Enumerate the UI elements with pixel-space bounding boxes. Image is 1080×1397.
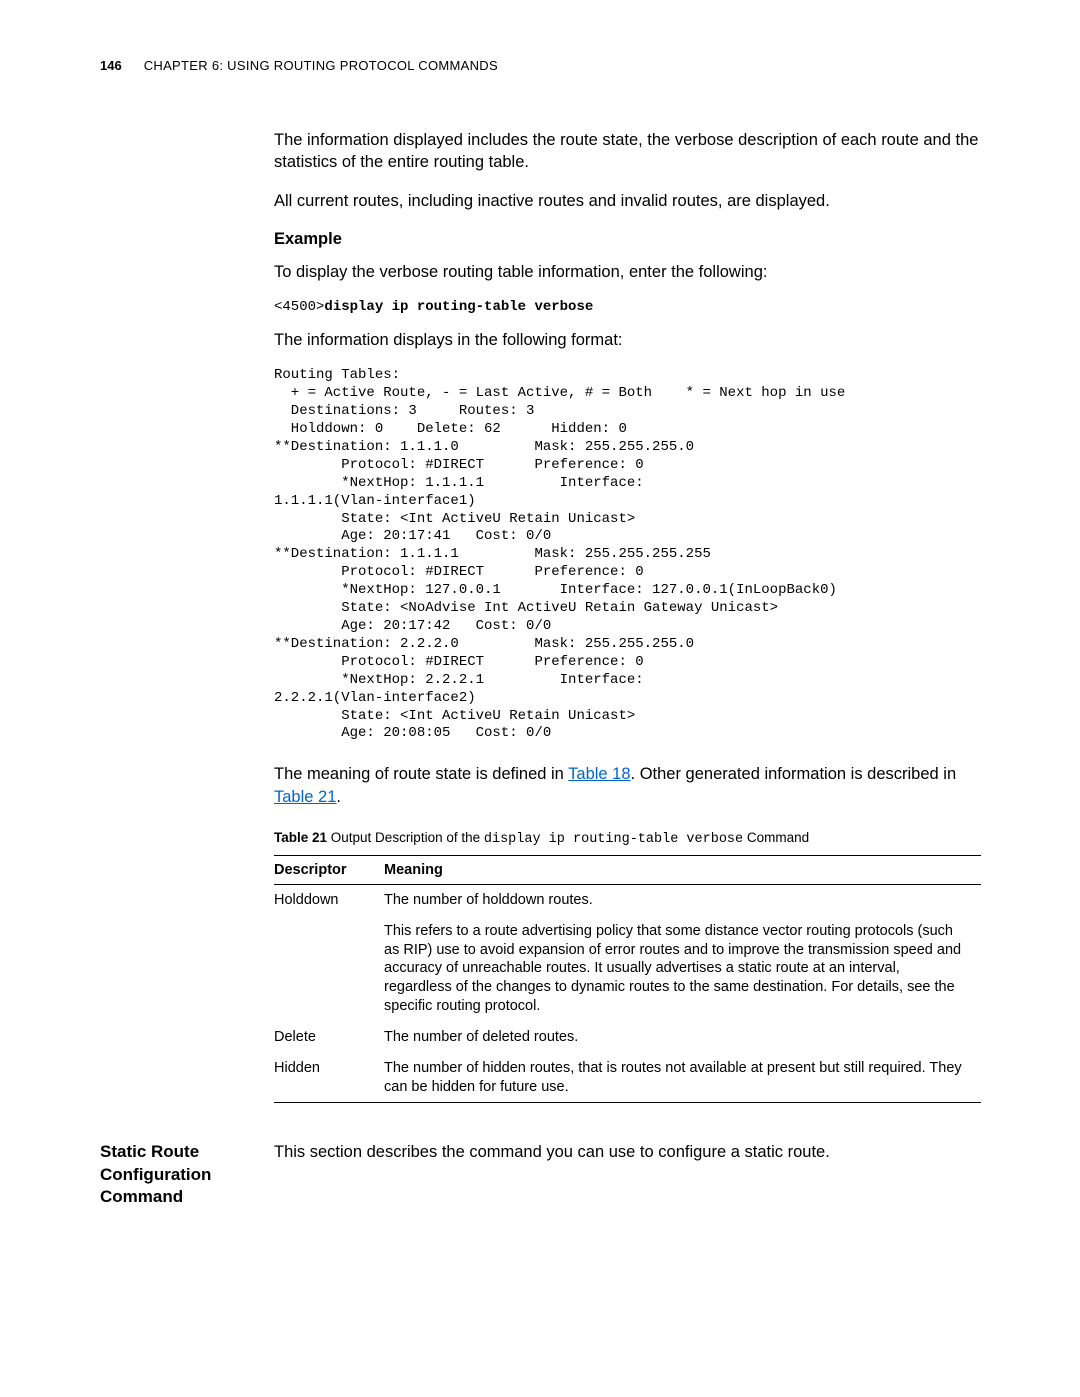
cell-descriptor: Delete: [274, 1022, 384, 1053]
page-header: 146 CHAPTER 6: USING ROUTING PROTOCOL CO…: [100, 58, 982, 73]
intro-para-2: All current routes, including inactive r…: [274, 190, 981, 212]
command-text: display ip routing-table verbose: [324, 299, 593, 315]
table-caption: Table 21 Output Description of the displ…: [274, 830, 981, 847]
col-descriptor: Descriptor: [274, 855, 384, 884]
descriptor-table: Descriptor Meaning Holddown The number o…: [274, 855, 981, 1104]
page-number: 146: [100, 58, 122, 73]
ref-para: The meaning of route state is defined in…: [274, 763, 981, 808]
table-row: Delete The number of deleted routes.: [274, 1022, 981, 1053]
intro-para-1: The information displayed includes the r…: [274, 129, 981, 174]
cell-meaning: The number of hidden routes, that is rou…: [384, 1053, 981, 1103]
table-caption-b: Command: [743, 830, 809, 845]
section-heading: Static Route Configuration Command: [100, 1141, 274, 1207]
table-row: Holddown The number of holddown routes.: [274, 884, 981, 915]
example-heading: Example: [274, 230, 981, 249]
cell-descriptor: Hidden: [274, 1053, 384, 1103]
table-caption-mono: display ip routing-table verbose: [484, 832, 743, 847]
section-body: This section describes the command you c…: [274, 1141, 982, 1207]
table-18-link[interactable]: Table 18: [568, 765, 630, 783]
ref-text-a: The meaning of route state is defined in: [274, 765, 568, 783]
main-content: The information displayed includes the r…: [274, 129, 981, 1103]
section-static-route: Static Route Configuration Command This …: [100, 1141, 982, 1207]
example-intro: To display the verbose routing table inf…: [274, 261, 981, 283]
cell-meaning: This refers to a route advertising polic…: [384, 916, 981, 1022]
cell-descriptor: [274, 916, 384, 1022]
table-21-link[interactable]: Table 21: [274, 788, 336, 806]
table-row: This refers to a route advertising polic…: [274, 916, 981, 1022]
routing-output: Routing Tables: + = Active Route, - = La…: [274, 367, 981, 743]
ref-text-c: .: [336, 788, 341, 806]
command-line: <4500>display ip routing-table verbose: [274, 299, 981, 315]
chapter-title: CHAPTER 6: USING ROUTING PROTOCOL COMMAN…: [144, 58, 498, 73]
table-header-row: Descriptor Meaning: [274, 855, 981, 884]
cell-meaning: The number of holddown routes.: [384, 884, 981, 915]
output-intro: The information displays in the followin…: [274, 329, 981, 351]
cell-meaning: The number of deleted routes.: [384, 1022, 981, 1053]
ref-text-b: . Other generated information is describ…: [631, 765, 957, 783]
table-number: Table 21: [274, 830, 327, 845]
command-prompt: <4500>: [274, 299, 324, 315]
table-caption-a: Output Description of the: [327, 830, 484, 845]
cell-descriptor: Holddown: [274, 884, 384, 915]
col-meaning: Meaning: [384, 855, 981, 884]
table-row: Hidden The number of hidden routes, that…: [274, 1053, 981, 1103]
